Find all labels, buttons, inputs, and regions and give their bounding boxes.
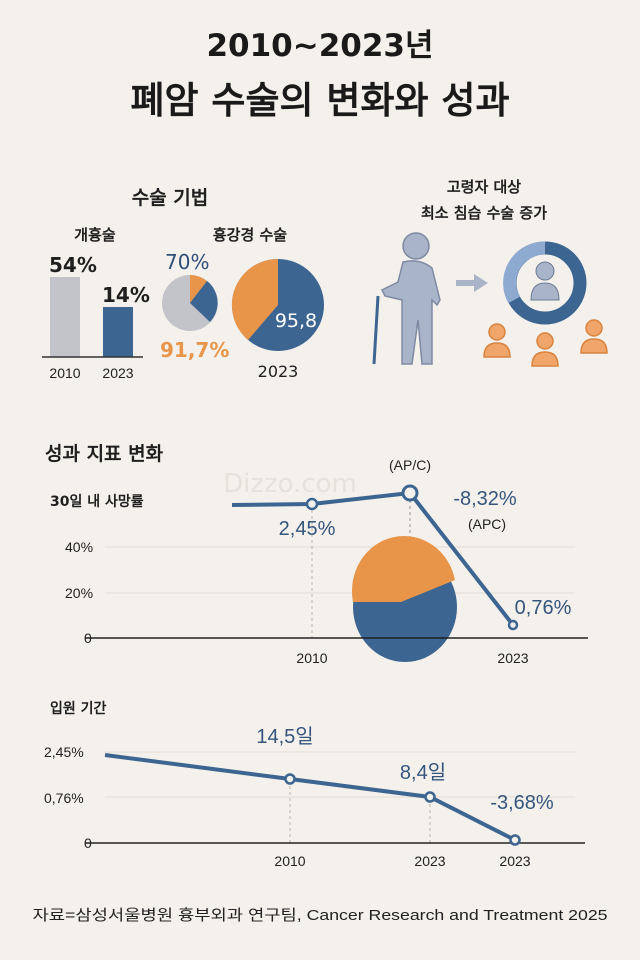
- stay-chart-title: 입원 기간: [50, 700, 107, 717]
- mortality-pie-orange: [351, 535, 455, 602]
- donut-person-icon: [503, 241, 587, 325]
- xtick-2023-b: 2023: [499, 853, 530, 869]
- people-icon: [483, 319, 608, 367]
- mortality-line: [231, 490, 515, 627]
- big-pie-orange-slice: [231, 258, 278, 340]
- bar-2010-year: 2010: [49, 365, 80, 381]
- source-note: 자료=삼성서울병원 흉부외과 연구팀, Cancer Research and …: [33, 907, 608, 924]
- label-2023-value: 0,76%: [515, 597, 572, 619]
- outcomes-heading: 성과 지표 변화: [45, 443, 164, 465]
- mortality-pie: [351, 535, 457, 662]
- title-years: 2010~2023년: [206, 28, 433, 64]
- small-pie-bottom-label: 91,7%: [160, 338, 229, 362]
- ytick-2-45: 2,45%: [44, 744, 84, 760]
- xtick-2023: 2023: [497, 650, 528, 666]
- ytick-0-76: 0,76%: [44, 790, 84, 806]
- open-surgery-label: 개흉술: [74, 226, 116, 244]
- label-stay-change: -3,68%: [490, 792, 554, 814]
- label-2010-value: 2,45%: [279, 518, 336, 540]
- bar-2023: [103, 307, 133, 357]
- elderly-person-icon: [372, 232, 441, 365]
- xtick-2010: 2010: [274, 853, 305, 869]
- elderly-heading-line2: 최소 침습 수술 증가: [421, 204, 547, 222]
- small-pie: [162, 275, 218, 331]
- vats-label: 흉강경 수술: [213, 226, 287, 244]
- stay-line: [104, 753, 516, 842]
- bar-2023-value: 14%: [102, 283, 150, 307]
- label-apc-value: -8,32%: [453, 488, 517, 510]
- big-pie-label: 95,8: [275, 310, 317, 332]
- label-stay-2010: 14,5일: [256, 725, 313, 748]
- arrow-right-icon: [456, 274, 488, 292]
- elderly-heading-line1: 고령자 대상: [447, 178, 521, 196]
- mortality-chart-title: 30일 내 사망률: [50, 493, 144, 510]
- mortality-point-peak: [401, 484, 419, 502]
- watermark: Dizzo.com: [223, 469, 357, 499]
- stay-chart: 입원 기간 2,45% 0,76% 0 14,5일 8,4일 -3,68% 20…: [44, 700, 585, 869]
- bar-2010: [50, 277, 80, 357]
- bar-2023-year: 2023: [102, 365, 133, 381]
- small-pie-top-label: 70%: [165, 250, 209, 274]
- label-apc-top: (AP/C): [389, 457, 431, 473]
- small-pie-orange-slice: [190, 275, 207, 303]
- stay-point-1: [284, 773, 296, 785]
- big-pie: [231, 258, 324, 351]
- xtick-2023-a: 2023: [414, 853, 445, 869]
- xtick-2010: 2010: [296, 650, 327, 666]
- page-title: 폐암 수술의 변화와 성과: [130, 79, 509, 122]
- ytick-20: 20%: [65, 585, 93, 601]
- big-pie-year: 2023: [258, 362, 299, 381]
- mortality-point-2010: [305, 497, 319, 511]
- bar-2010-value: 54%: [49, 253, 97, 277]
- label-apc-unit: (APC): [468, 516, 506, 532]
- stay-point-3: [509, 834, 521, 846]
- stay-point-2: [424, 791, 436, 803]
- label-stay-2023: 8,4일: [400, 761, 446, 784]
- mortality-chart: 30일 내 사망률 40% 20% 0 (AP/C) -8,32% (APC) …: [50, 457, 588, 666]
- mortality-point-2023: [507, 619, 519, 631]
- ytick-40: 40%: [65, 539, 93, 555]
- surgery-heading: 수술 기법: [132, 187, 209, 209]
- small-pie-blue-slice: [190, 281, 218, 322]
